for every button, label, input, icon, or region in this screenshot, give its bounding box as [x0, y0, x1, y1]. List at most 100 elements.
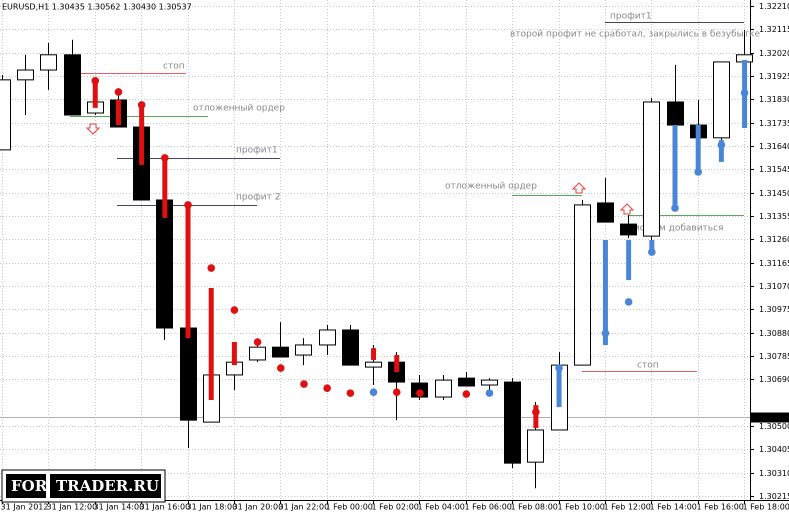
signal-dot: [555, 364, 563, 372]
y-tick-label: 1.31640: [759, 142, 789, 151]
candle-body: [458, 377, 475, 387]
watermark: FOR TRADER.RU: [1, 469, 166, 503]
y-tick-label: 1.30690: [759, 375, 789, 384]
y-tick-label: 1.31925: [759, 72, 789, 81]
logo-box: [50, 474, 161, 498]
level-label: профит1: [610, 12, 652, 22]
candle-body: [295, 344, 312, 356]
signal-dot: [601, 329, 610, 337]
signal-dot: [161, 154, 169, 162]
candle-body: [527, 429, 544, 463]
y-tick-label: 1.30215: [759, 492, 789, 501]
candle-body: [17, 69, 34, 81]
candle-body: [365, 361, 382, 368]
chart-header: EURUSD,H1 1.30435 1.30562 1.30430 1.3053…: [2, 3, 192, 12]
down-arrow: [85, 123, 101, 135]
level-label: отложенный ордер: [445, 182, 537, 192]
x-tick-label: 1 Feb 18:00: [743, 503, 789, 512]
candle-body: [713, 61, 730, 139]
level-label: можем добавиться: [633, 224, 723, 234]
level-label: стоп: [637, 361, 659, 371]
y-tick-label: 1.32020: [759, 49, 789, 58]
level-label: профит 2: [236, 193, 280, 203]
signal-dot: [462, 390, 471, 398]
logo-box: [6, 474, 46, 498]
last-price-box: [751, 412, 789, 423]
signal-dot: [323, 384, 331, 393]
x-tick-label: 1 Feb 04:00: [418, 503, 465, 512]
logo-text: TRADER.RU: [56, 477, 159, 495]
x-tick-label: 31 Jan 20:00: [233, 503, 284, 512]
y-tick-label: 1.31165: [759, 259, 789, 268]
x-tick-label: 1 Feb 10:00: [558, 503, 605, 512]
signal-dot: [671, 204, 679, 212]
logo-text: FOR: [11, 477, 48, 495]
signal-dot: [624, 298, 633, 306]
signal-dot: [717, 141, 726, 149]
annotations: стоп отложенный ордер профит1 профит 2 профи…: [70, 12, 744, 372]
x-tick-label: 1 Feb 06:00: [465, 503, 512, 512]
candle-body: [643, 101, 660, 237]
candle-body: [597, 202, 614, 223]
signal-dot: [137, 101, 146, 109]
up-arrow: [571, 182, 587, 194]
x-tick-label: 31 Jan 2012: [1, 503, 49, 512]
candle-body: [249, 346, 266, 361]
x-tick-label: 31 Jan 22:00: [279, 503, 330, 512]
x-tick-label: 31 Jan 14:00: [94, 503, 145, 512]
candle-body: [272, 346, 289, 358]
x-tick-label: 1 Feb 08:00: [511, 503, 558, 512]
candle-body: [319, 329, 336, 346]
signal-dot: [114, 88, 123, 96]
up-arrow: [619, 203, 635, 215]
signal-dot: [648, 248, 656, 256]
candle-body: [156, 199, 173, 329]
x-tick-label: 31 Jan 12:00: [47, 503, 98, 512]
candle-body: [435, 379, 452, 398]
signal-dot: [532, 408, 540, 416]
candle-body: [667, 101, 684, 126]
candle-body: [574, 204, 591, 366]
y-tick-label: 1.32210: [759, 2, 789, 11]
y-tick-label: 1.31355: [759, 212, 789, 221]
y-tick-label: 1.31450: [759, 189, 789, 198]
x-tick-label: 1 Feb 16:00: [697, 503, 744, 512]
x-tick-label: 1 Feb 12:00: [604, 503, 651, 512]
signal-dot: [392, 388, 401, 396]
signal-dot: [369, 388, 378, 396]
y-tick-label: 1.30405: [759, 445, 789, 454]
signal-dot: [485, 389, 494, 397]
x-tick-label: 31 Jan 16:00: [140, 503, 191, 512]
candle-body: [180, 327, 197, 421]
signal-dot: [694, 168, 702, 176]
signal-dot: [184, 201, 192, 209]
y-tick-label: 1.31545: [759, 165, 789, 174]
signal-dot: [230, 306, 239, 314]
candle-body: [481, 379, 498, 386]
x-tick-label: 1 Feb 00:00: [326, 503, 373, 512]
level-label: стоп: [163, 62, 185, 72]
signals: [91, 59, 749, 429]
y-tick-label: 1.31260: [759, 235, 789, 244]
signal-dot: [416, 389, 424, 397]
last-price-label: 1.30537: [759, 413, 789, 422]
x-tick-label: 1 Feb 14:00: [650, 503, 697, 512]
x-tick-label: 1 Feb 02:00: [372, 503, 419, 512]
candle-body: [504, 381, 521, 464]
signal-dot: [276, 364, 285, 372]
level-label: отложенный ордер: [193, 104, 285, 114]
note: второй профит не сработал, закрылись в б…: [510, 30, 760, 40]
y-tick-label: 1.30310: [759, 469, 789, 478]
signal-dot: [740, 89, 749, 97]
y-tick-label: 1.31070: [759, 282, 789, 291]
candle-body: [342, 329, 359, 366]
y-tick-label: 1.30880: [759, 329, 789, 338]
signal-dot: [91, 77, 100, 85]
candle-body: [0, 79, 11, 151]
candle-body: [64, 54, 81, 116]
y-tick-label: 1.31830: [759, 95, 789, 104]
y-tick-label: 1.31735: [759, 119, 789, 128]
